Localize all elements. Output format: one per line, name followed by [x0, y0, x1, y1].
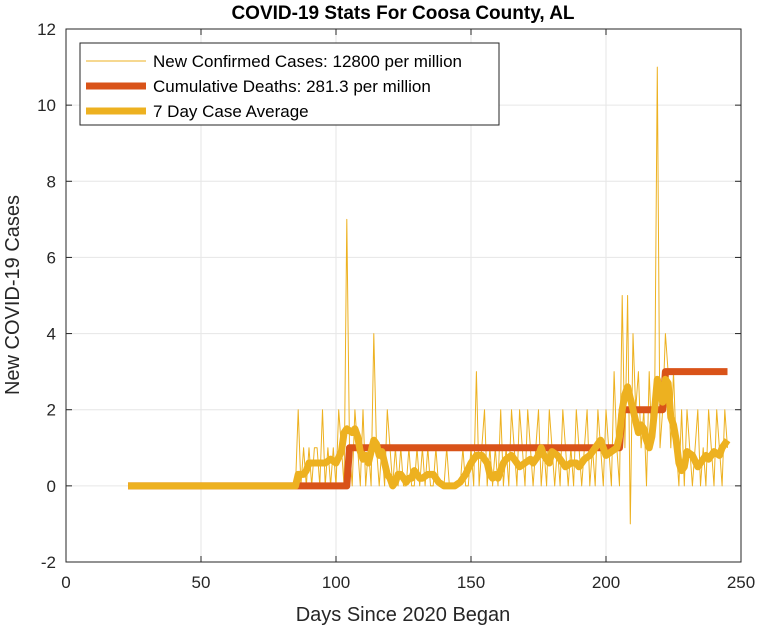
legend-box — [79, 42, 500, 126]
x-tick-label: 150 — [457, 573, 485, 592]
y-tick-label: 12 — [37, 20, 56, 39]
y-tick-label: 0 — [47, 477, 56, 496]
y-tick-label: 8 — [47, 172, 56, 191]
legend-label-2: Cumulative Deaths: 281.3 per million — [153, 77, 431, 96]
y-tick-label: -2 — [41, 553, 56, 572]
legend-label-3: 7 Day Case Average — [153, 102, 309, 121]
x-tick-label: 200 — [592, 573, 620, 592]
x-tick-label: 100 — [322, 573, 350, 592]
x-axis-label: Days Since 2020 Began — [296, 604, 511, 626]
y-tick-label: 6 — [47, 248, 56, 267]
legend-label-1: New Confirmed Cases: 12800 per million — [153, 52, 462, 71]
y-axis-label: New COVID-19 Cases — [2, 195, 24, 395]
legend: New Confirmed Cases: 12800 per million Cu… — [79, 42, 500, 126]
y-tick-label: 10 — [37, 96, 56, 115]
x-tick-label: 0 — [61, 573, 70, 592]
x-tick-label: 250 — [727, 573, 755, 592]
axes-box — [65, 28, 742, 563]
y-tick-label: 2 — [47, 401, 56, 420]
series-line-3 — [128, 375, 731, 490]
x-tick-label: 50 — [192, 573, 211, 592]
chart-title: COVID-19 Stats For Coosa County, AL — [231, 3, 574, 24]
y-tick-label: 4 — [47, 325, 56, 344]
